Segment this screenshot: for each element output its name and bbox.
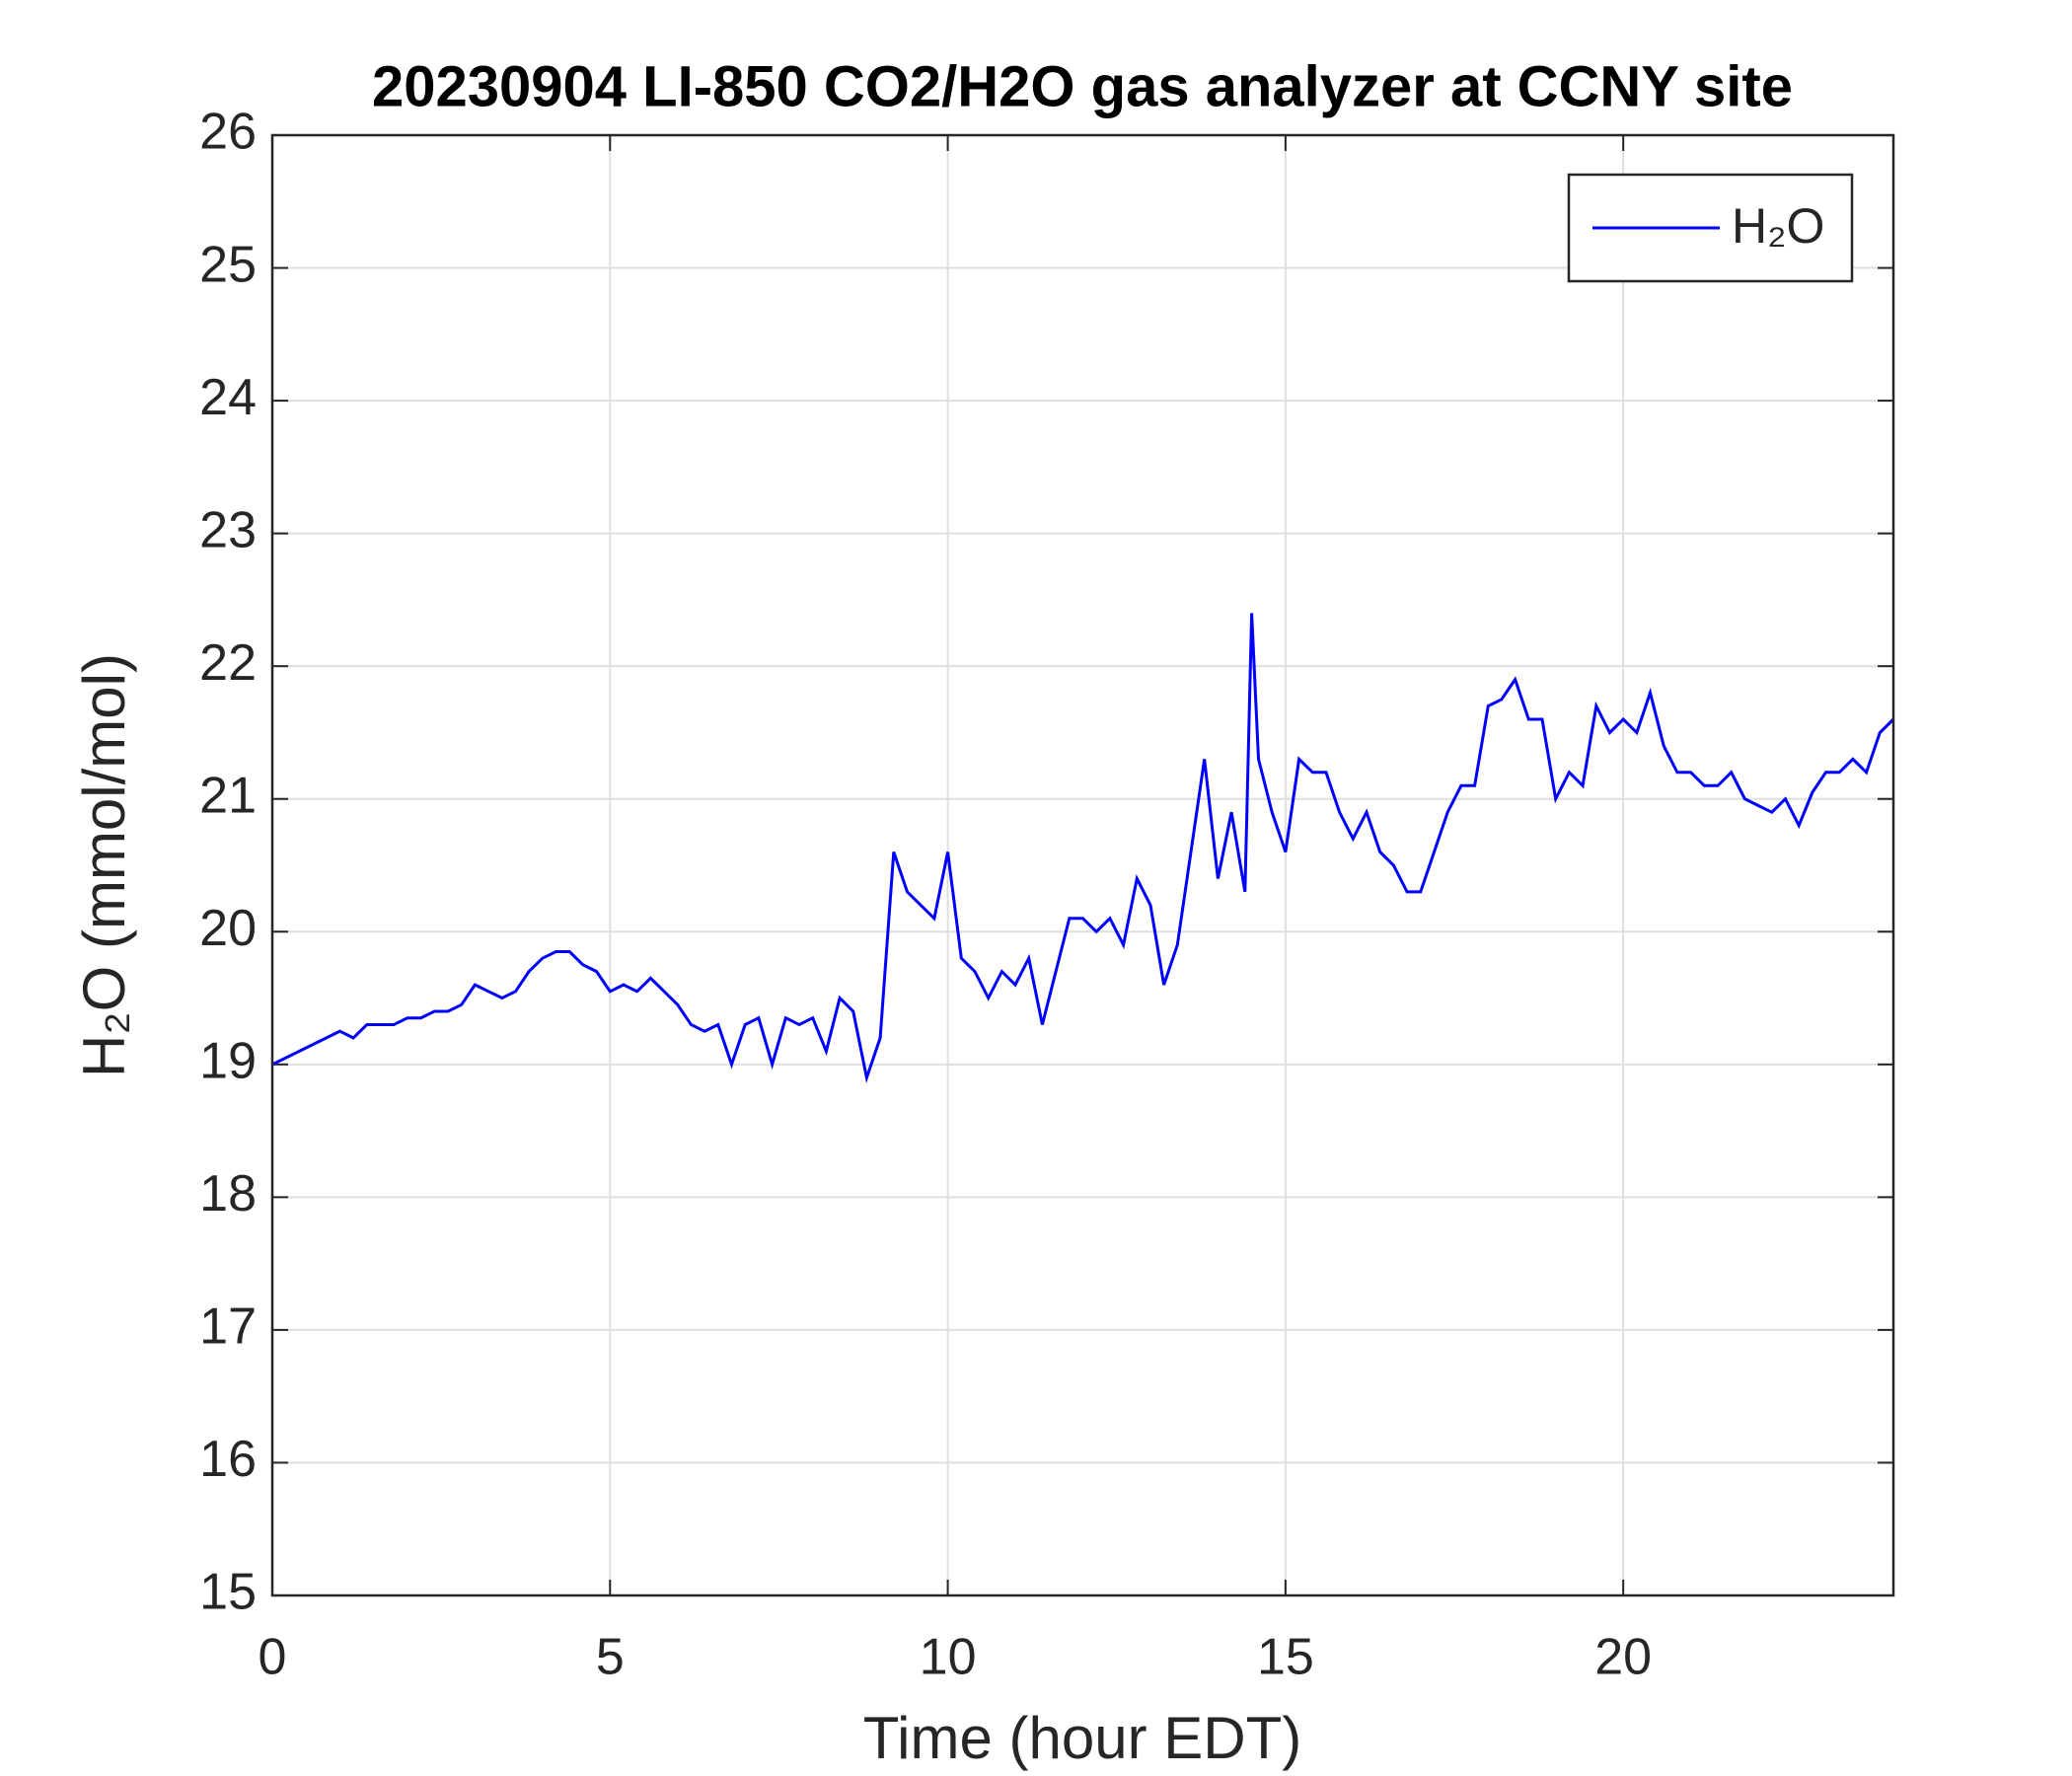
y-tick-label: 15	[199, 1564, 257, 1621]
y-axis-label: H₂O (mmol/mol)	[71, 653, 137, 1077]
y-tick-label: 20	[199, 900, 257, 957]
y-tick-label: 26	[199, 104, 257, 161]
y-tick-label: 19	[199, 1033, 257, 1090]
chart-title: 20230904 LI-850 CO2/H2O gas analyzer at …	[372, 54, 1793, 118]
y-tick-label: 22	[199, 634, 257, 692]
legend-label: H₂O	[1732, 198, 1824, 254]
y-tick-label: 23	[199, 501, 257, 558]
data-line	[271, 613, 1895, 1084]
y-tick-label: 25	[199, 236, 257, 293]
x-tick-label: 0	[259, 1629, 287, 1686]
y-tick-label: 21	[199, 767, 257, 824]
y-tick-label: 18	[199, 1165, 257, 1222]
x-tick-label: 5	[596, 1629, 625, 1686]
y-tick-label: 16	[199, 1431, 257, 1488]
x-axis-label: Time (hour EDT)	[863, 1705, 1302, 1771]
axes-box	[270, 133, 1895, 1597]
y-tick-label: 17	[199, 1298, 257, 1356]
plot-area	[272, 135, 1893, 1595]
x-tick-label: 10	[920, 1629, 977, 1686]
x-tick-label: 20	[1594, 1629, 1652, 1686]
y-tick-label: 24	[199, 369, 257, 426]
x-tick-label: 15	[1257, 1629, 1314, 1686]
